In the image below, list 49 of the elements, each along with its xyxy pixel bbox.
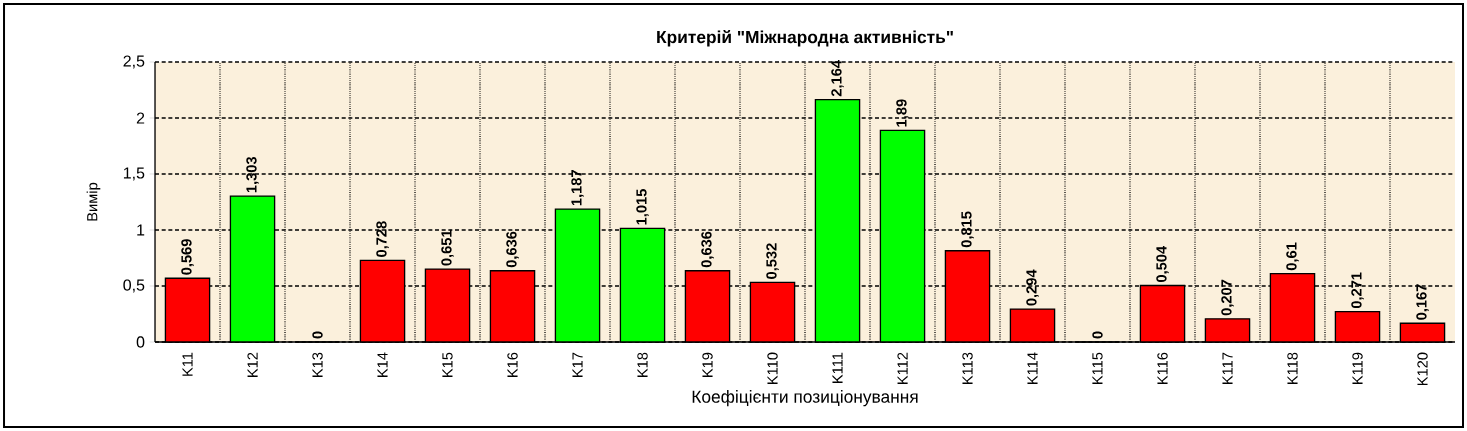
data-label: 1,89 [896, 99, 909, 127]
data-label: 0,651 [441, 229, 454, 266]
x-tick-label: K112 [897, 352, 908, 384]
y-tick-label: 0,5 [123, 279, 145, 293]
x-tick-label: K17 [572, 352, 583, 377]
data-label: 0,728 [376, 221, 389, 257]
x-tick-label: K116 [1157, 352, 1168, 384]
x-tick-label: K110 [767, 352, 778, 384]
x-tick-label: K119 [1352, 352, 1363, 384]
y-tick-label: 2,5 [123, 55, 145, 69]
x-tick-label: K18 [637, 352, 648, 377]
x-tick-label: K118 [1287, 352, 1298, 384]
data-label: 0,569 [181, 239, 194, 275]
x-tick-label: K117 [1222, 352, 1233, 384]
data-label: 0,271 [1351, 272, 1364, 309]
data-label: 0,504 [1156, 246, 1169, 283]
chart-title: Критерій "Міжнародна активність" [657, 30, 953, 47]
data-label: 0,636 [506, 231, 519, 268]
x-tick-label: K115 [1092, 352, 1103, 384]
x-tick-label: K111 [832, 352, 843, 383]
x-tick-label: K13 [312, 352, 323, 377]
data-label: 2,164 [831, 60, 844, 97]
x-tick-label: K16 [507, 352, 518, 377]
data-label: 0,294 [1026, 269, 1039, 306]
x-axis-title: Коефіцієнти позиціонування [692, 390, 918, 407]
x-tick-label: K12 [247, 352, 258, 377]
x-tick-label: K15 [442, 352, 453, 377]
data-label: 0,636 [701, 231, 714, 268]
data-label: 1,303 [246, 156, 259, 193]
data-label: 0,532 [766, 243, 779, 279]
y-tick-label: 1,5 [123, 167, 145, 181]
data-label: 1,015 [636, 189, 649, 225]
x-tick-label: K19 [702, 352, 713, 377]
data-label: 0,167 [1416, 284, 1429, 320]
y-tick-label: 2 [136, 112, 145, 124]
data-label: 0,61 [1286, 242, 1299, 271]
x-tick-label: K113 [962, 352, 973, 384]
y-tick-label: 0 [136, 336, 145, 348]
y-axis-title: Вимір [86, 182, 101, 221]
y-tick-label: 1 [137, 224, 145, 236]
data-label: 1,187 [571, 170, 584, 206]
data-label: 0,815 [961, 211, 974, 248]
x-tick-label: K114 [1027, 352, 1038, 384]
data-label: 0 [312, 331, 323, 339]
x-tick-label: K120 [1417, 352, 1428, 386]
x-tick-label: K11 [182, 352, 193, 376]
x-tick-label: K14 [377, 352, 388, 377]
data-label: 0 [1092, 331, 1103, 339]
data-label: 0,207 [1221, 279, 1234, 316]
